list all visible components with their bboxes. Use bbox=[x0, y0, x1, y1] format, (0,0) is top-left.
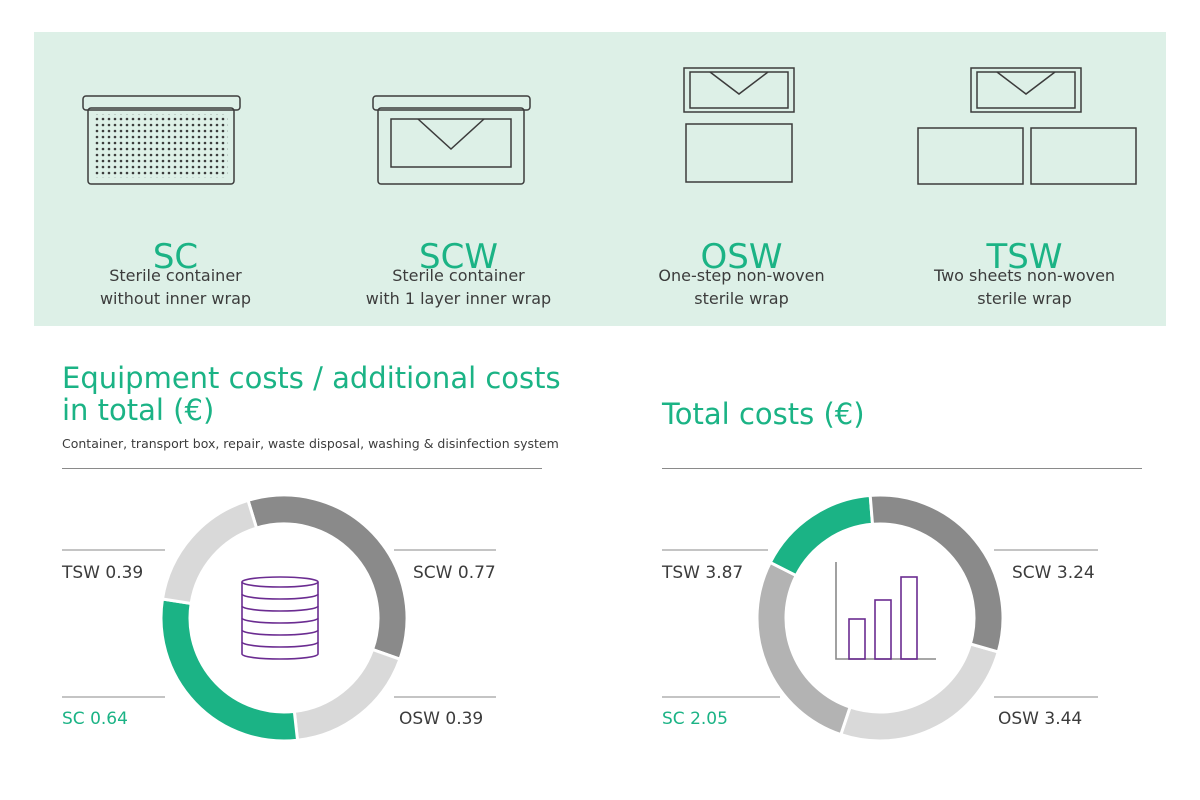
total-title: Total costs (€) bbox=[662, 397, 865, 431]
label-sc: SC 2.05 bbox=[662, 709, 728, 729]
bar-chart-icon bbox=[835, 562, 936, 660]
method-sc: SC Sterile container without inner wrap bbox=[34, 32, 317, 326]
label-scw: SCW 0.77 bbox=[413, 563, 496, 583]
container-icon bbox=[82, 95, 241, 185]
method-description: Sterile container without inner wrap bbox=[99, 266, 252, 308]
method-code: OSW bbox=[700, 237, 783, 277]
total-divider bbox=[662, 468, 1142, 469]
label-tsw: TSW 0.39 bbox=[61, 563, 143, 583]
slice-sc bbox=[159, 597, 300, 743]
label-tsw: TSW 3.87 bbox=[661, 563, 743, 583]
two-sheet-wrap-icon bbox=[917, 67, 1137, 185]
equipment-subtitle: Container, transport box, repair, waste … bbox=[62, 436, 559, 451]
method-tsw: TSW Two sheets non-woven sterile wrap bbox=[883, 32, 1166, 326]
one-step-wrap-icon bbox=[683, 67, 795, 183]
method-description: One-step non-woven sterile wrap bbox=[658, 266, 825, 308]
method-code: SC bbox=[152, 237, 199, 277]
label-osw: OSW 0.39 bbox=[399, 709, 483, 729]
equipment-donut-chart bbox=[159, 493, 409, 743]
method-osw: OSW One-step non-woven sterile wrap bbox=[600, 32, 883, 326]
coin-stack-icon bbox=[241, 576, 319, 660]
label-sc: SC 0.64 bbox=[62, 709, 128, 729]
method-panel: SC Sterile container without inner wrap S… bbox=[34, 32, 1166, 326]
slice-osw bbox=[292, 647, 402, 742]
leader-lines bbox=[62, 549, 1098, 698]
label-osw: OSW 3.44 bbox=[998, 709, 1082, 729]
slice-tsw bbox=[160, 498, 259, 606]
label-scw: SCW 3.24 bbox=[1012, 563, 1095, 583]
slice-tsw bbox=[868, 493, 1005, 654]
slice-sc bbox=[768, 493, 875, 578]
method-description: Two sheets non-woven sterile wrap bbox=[933, 266, 1116, 308]
container-wrap-icon bbox=[372, 95, 531, 185]
method-code: TSW bbox=[986, 237, 1063, 277]
total-donut-chart bbox=[755, 493, 1005, 743]
equipment-title: Equipment costs / additional costs in to… bbox=[62, 361, 561, 427]
equipment-divider bbox=[62, 468, 542, 469]
method-code: SCW bbox=[419, 237, 498, 277]
method-scw: SCW Sterile container with 1 layer inner … bbox=[317, 32, 600, 326]
method-description: Sterile container with 1 layer inner wrap bbox=[365, 266, 552, 308]
